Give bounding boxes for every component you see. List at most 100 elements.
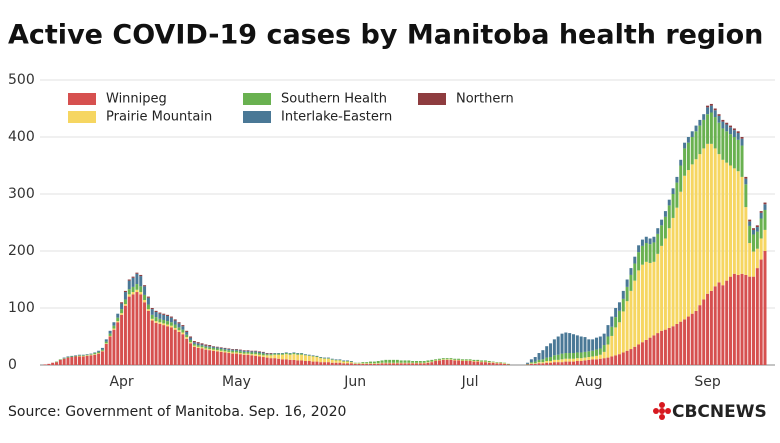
bar-segment [568,361,572,365]
bar-segment [422,361,426,363]
bar-segment [150,309,154,315]
bar-segment [234,353,238,365]
bar-segment [660,245,664,331]
bar-segment [732,273,736,365]
bar-segment [365,363,369,365]
bar-segment [430,361,434,363]
bar-segment [725,162,729,281]
bar-segment [717,282,721,365]
bar-segment [755,268,759,365]
bar-segment [372,363,376,365]
bar-segment [284,353,288,355]
y-tick-label: 500 [8,72,35,88]
bar-segment [476,361,480,362]
bar-segment [568,333,572,354]
bar-segment [610,335,614,357]
bar-segment [85,355,89,356]
bar-segment [652,261,656,336]
bar-segment [441,359,445,365]
bar-segment [269,358,273,365]
bar-segment [108,333,112,336]
bar-segment [257,353,261,355]
bar-segment [602,345,606,352]
bar-segment [81,356,85,365]
legend-label: Prairie Mountain [106,110,212,125]
bar-segment [640,264,644,343]
bar-segment [192,343,196,346]
bar-segment [315,355,319,357]
bar-segment [162,314,166,320]
bar-segment [640,245,644,265]
bar-segment [246,354,250,365]
bar-segment [564,361,568,365]
bar-segment [736,139,740,172]
bar-segment [598,358,602,365]
bar-segment [292,354,296,360]
legend-swatch [68,93,96,105]
bar-segment [541,363,545,365]
bar-segment [487,361,491,363]
bar-segment [606,336,610,345]
bar-segment [591,356,595,360]
bar-segment [418,363,422,365]
bar-segment [602,333,606,346]
bar-segment [181,334,185,365]
bar-segment [208,345,212,347]
bar-segment [123,305,127,365]
bar-segment [143,294,147,301]
bar-segment [426,362,430,363]
bar-segment [491,361,495,363]
bar-segment [200,344,204,346]
bar-segment [418,361,422,363]
bar-segment [690,137,694,165]
bar-segment [81,355,85,357]
bar-segment [242,354,246,365]
bar-segment [560,333,564,354]
bar-segment [70,357,74,365]
legend-swatch [68,111,96,123]
bar-segment [338,362,342,365]
bar-segment [277,358,281,365]
bar-segment [434,359,438,361]
bar-segment [353,362,357,364]
bar-segment [326,358,330,363]
bar-segment [273,353,277,354]
bar-segment [58,359,62,365]
bar-segment [702,119,706,149]
bar-segment [667,205,671,229]
bar-segment [146,304,150,310]
bar-segment [552,359,556,363]
bar-segment [660,225,664,246]
bar-segment [579,352,583,359]
bar-segment [307,361,311,365]
bar-segment [349,361,353,362]
bar-segment [671,217,675,327]
bar-segment [629,349,633,365]
bar-segment [300,353,304,354]
legend: Winnipeg Prairie Mountain Southern Health I… [68,92,514,125]
bar-segment [231,349,235,351]
bar-segment [388,359,392,363]
bar-segment [683,319,687,365]
bar-segment [449,359,453,365]
bar-segment [545,362,549,365]
bar-segment [273,353,277,355]
bar-segment [330,359,334,360]
bar-segment [679,159,683,166]
bar-segment [231,349,235,350]
bar-segment [736,274,740,365]
bar-segment [330,359,334,363]
bar-segment [173,320,177,325]
bar-segment [100,350,104,352]
bar-segment [537,363,541,365]
bar-segment [740,145,744,177]
bar-segment [721,285,725,365]
bar-segment [706,293,710,365]
bar-segment [288,353,292,355]
bar-segment [537,353,541,360]
bar-segment [139,274,143,277]
bar-segment [633,256,637,264]
bar-segment [717,122,721,155]
bar-segment [568,358,572,362]
bar-segment [625,286,629,302]
